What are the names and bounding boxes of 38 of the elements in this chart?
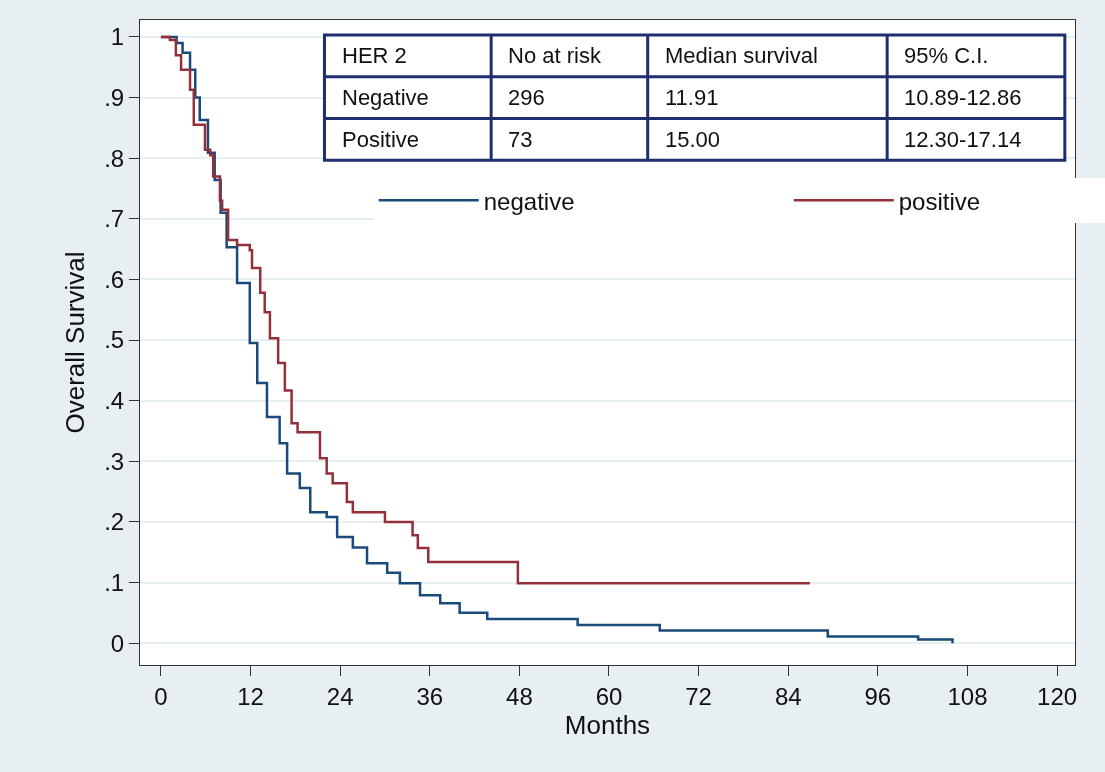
annotation: 12.30-17.14 (904, 127, 1022, 152)
y-tick-label: .6 (104, 265, 125, 293)
annotation: 10.89-12.86 (904, 85, 1022, 110)
x-tick-label: 0 (154, 682, 168, 710)
x-tick-label: 108 (947, 682, 988, 710)
y-tick-label: .8 (104, 144, 125, 172)
x-tick-label: 36 (416, 682, 444, 710)
y-tick-label: .4 (104, 387, 125, 415)
x-tick-label: 72 (685, 682, 712, 710)
annotation: 11.91 (665, 85, 719, 110)
y-tick-label: .9 (104, 83, 125, 111)
legend-label: negative (483, 187, 575, 215)
annotation: No at risk (508, 43, 602, 68)
x-tick-label: 120 (1037, 682, 1078, 710)
x-tick-label: 60 (595, 682, 623, 710)
annotation: Positive (342, 127, 420, 152)
x-tick-label: 12 (237, 682, 264, 710)
annotation: Median survival (665, 43, 818, 68)
y-tick-label: .5 (104, 326, 125, 354)
x-tick-label: 24 (326, 682, 354, 710)
x-tick-label: 48 (506, 682, 533, 710)
y-tick-label: .3 (104, 447, 125, 475)
legend-label: positive (898, 187, 981, 215)
annotation: 296 (508, 85, 545, 110)
y-axis-title: Overall Survival (59, 251, 90, 434)
annotation: 15.00 (665, 127, 721, 152)
x-axis-title: Months (564, 709, 651, 740)
annotation: 95% C.I. (904, 43, 989, 68)
y-tick-label: .7 (104, 205, 125, 233)
y-tick-label: .1 (104, 568, 125, 596)
y-tick-label: .2 (104, 508, 125, 536)
x-tick-label: 84 (774, 682, 802, 710)
y-tick-label: 0 (110, 629, 125, 657)
x-tick-label: 96 (864, 682, 892, 710)
annotation: Negative (342, 85, 429, 110)
y-tick-label: 1 (110, 23, 125, 51)
annotation: HER 2 (342, 43, 407, 68)
annotation: 73 (508, 127, 533, 152)
